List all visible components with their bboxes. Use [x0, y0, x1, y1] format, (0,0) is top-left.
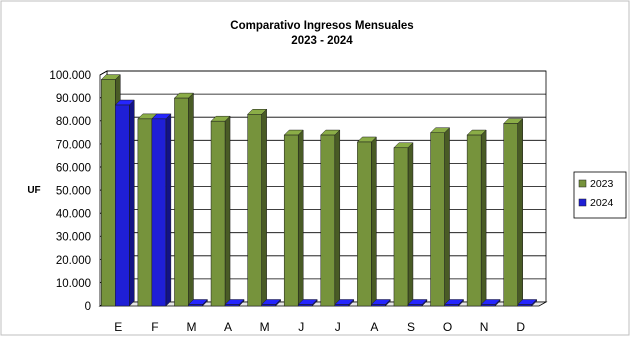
bar-side-face: [261, 108, 267, 307]
bar-2024-D: [517, 298, 538, 307]
bar-front-face: [297, 304, 313, 307]
plot-area: 0 10.000 20.000 30.000 40.000 50.000 60.000 70.…: [49, 70, 548, 334]
bar-2024-J: [297, 298, 318, 307]
bar-2023-A: [356, 136, 377, 307]
x-tick-label: O: [443, 320, 452, 334]
bar-front-face: [283, 134, 299, 307]
y-tick-label: 20.000: [56, 255, 91, 267]
bar-front-face: [517, 304, 532, 307]
legend-box: [573, 171, 627, 219]
bar-front-face: [224, 304, 240, 307]
y-tick-label: 50.000: [56, 186, 91, 198]
bar-front-face: [393, 147, 409, 307]
y-axis-label: UF: [27, 185, 40, 196]
bar-front-face: [320, 134, 336, 307]
bar-front-face: [151, 118, 167, 307]
bar-front-face: [430, 132, 445, 307]
bar-2024-M: [261, 298, 282, 307]
bar-front-face: [480, 304, 496, 307]
bar-2024-J: [334, 298, 355, 307]
bar-side-face: [517, 117, 523, 307]
x-tick-label: N: [480, 320, 489, 334]
x-tick-label: S: [407, 320, 415, 334]
bar-2023-D: [503, 117, 524, 307]
y-tick-label: 100.000: [49, 70, 91, 82]
bar-front-face: [137, 118, 153, 307]
bar-side-face: [480, 129, 487, 307]
bar-2023-A: [210, 115, 231, 307]
bar-front-face: [115, 104, 130, 307]
bar-2024-E: [114, 99, 135, 307]
bar-2024-M: [187, 298, 209, 307]
bar-front-face: [261, 304, 276, 307]
x-tick-label: M: [260, 320, 270, 334]
legend: 2023 2024: [573, 171, 627, 219]
y-tick-label: 60.000: [56, 162, 91, 174]
x-tick-label: J: [335, 320, 341, 334]
x-tick-label: M: [186, 320, 196, 334]
bar-2023-N: [466, 129, 487, 307]
y-tick-label: 0: [85, 301, 91, 313]
bar-2023-O: [429, 127, 451, 307]
bar-side-face: [371, 136, 377, 307]
legend-label: 2023: [590, 178, 614, 190]
legend-swatch: [578, 198, 587, 207]
bar-front-face: [247, 114, 262, 307]
x-tick-label: F: [151, 320, 158, 334]
y-tick-label: 70.000: [56, 139, 91, 151]
bar-2023-J: [320, 129, 341, 307]
bar-side-face: [188, 92, 194, 307]
bar-side-face: [165, 113, 172, 307]
x-tick-label: A: [370, 320, 378, 334]
legend-swatch: [578, 179, 587, 188]
bar-front-face: [466, 134, 482, 307]
bar-2024-F: [151, 113, 172, 307]
chart-title: Comparativo Ingresos Mensuales: [230, 20, 413, 32]
bar-2024-A: [224, 298, 245, 307]
x-tick-label: D: [516, 320, 525, 334]
bar-side-face: [444, 127, 450, 307]
gridline-side: [99, 70, 108, 76]
x-tick-label: A: [224, 320, 232, 334]
bar-front-face: [334, 304, 350, 307]
bar-front-face: [371, 304, 386, 307]
bar-2023-J: [283, 129, 304, 307]
bar-2024-S: [407, 298, 428, 307]
bar-2023-M: [173, 92, 195, 307]
y-tick-label: 40.000: [56, 209, 91, 221]
bar-side-face: [407, 142, 414, 307]
y-tick-label: 80.000: [56, 116, 91, 128]
bar-side-face: [224, 115, 231, 307]
x-tick-label: J: [298, 320, 304, 334]
bar-front-face: [101, 79, 116, 307]
bar-2023-M: [247, 108, 268, 307]
bar-front-face: [188, 304, 203, 307]
bar-front-face: [503, 123, 518, 307]
bar-front-face: [174, 97, 189, 307]
bar-front-face: [357, 141, 372, 307]
y-tick-label: 30.000: [56, 232, 91, 244]
bar-side-face: [297, 129, 304, 307]
bar-2024-O: [443, 298, 465, 307]
y-tick-label: 90.000: [56, 93, 91, 105]
y-tick-label: 10.000: [56, 278, 91, 290]
legend-label: 2024: [590, 197, 614, 209]
bar-2024-A: [370, 298, 391, 307]
chart-subtitle: 2023 - 2024: [291, 35, 353, 47]
bar-front-face: [210, 120, 226, 307]
bar-side-face: [129, 99, 135, 307]
bar-2024-N: [480, 298, 501, 307]
bar-front-face: [444, 304, 459, 307]
bar-2023-S: [393, 142, 414, 307]
bar-front-face: [407, 304, 423, 307]
x-tick-label: E: [114, 320, 122, 334]
bar-side-face: [334, 129, 341, 307]
